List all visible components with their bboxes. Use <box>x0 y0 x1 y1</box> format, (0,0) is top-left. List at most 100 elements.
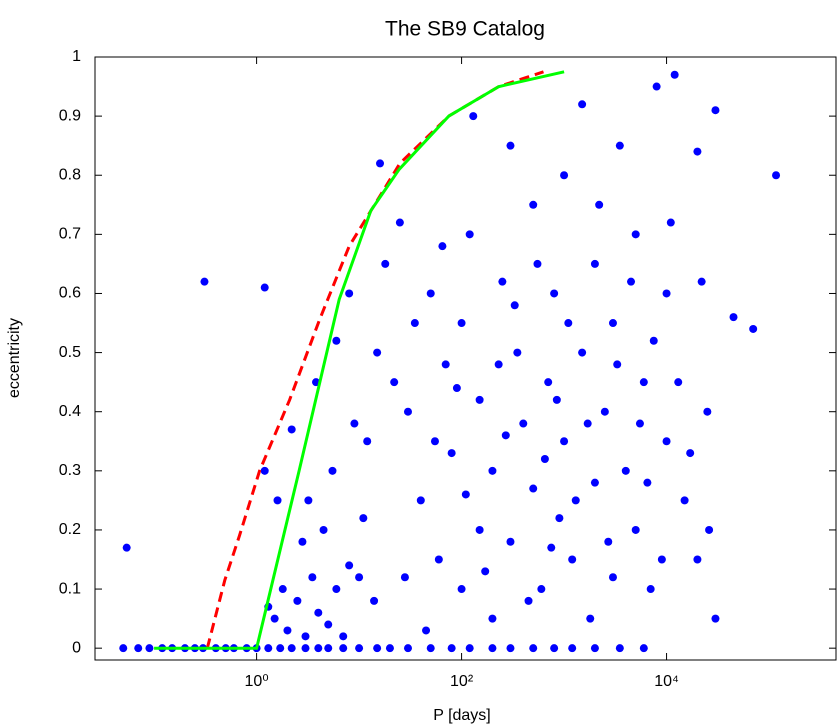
point <box>540 455 549 463</box>
point <box>657 555 666 564</box>
point <box>643 478 652 487</box>
y-tick-label: 0 <box>72 639 81 656</box>
point <box>434 555 443 564</box>
point <box>693 555 702 564</box>
y-tick-label: 1 <box>72 48 81 65</box>
curve <box>154 70 565 650</box>
point <box>662 437 671 446</box>
point <box>355 644 364 653</box>
point <box>385 644 394 653</box>
point <box>119 644 128 653</box>
point <box>359 514 368 523</box>
point <box>319 525 328 534</box>
point <box>652 82 661 91</box>
point <box>426 644 435 653</box>
point <box>578 348 587 357</box>
point <box>568 555 577 564</box>
point <box>324 620 333 629</box>
point <box>122 543 131 552</box>
point <box>703 407 712 416</box>
point <box>475 395 484 404</box>
point <box>426 289 435 298</box>
point <box>301 632 310 641</box>
y-tick-label: 0.1 <box>59 580 81 597</box>
point <box>646 585 655 594</box>
point <box>544 378 553 387</box>
point <box>283 626 292 635</box>
point <box>370 596 379 605</box>
x-axis-label: P [days] <box>433 707 491 724</box>
point <box>422 626 431 635</box>
point <box>533 259 542 268</box>
point <box>488 614 497 623</box>
point <box>613 360 622 369</box>
point <box>264 644 273 653</box>
point <box>373 644 382 653</box>
point <box>339 632 348 641</box>
point <box>670 70 679 79</box>
point <box>749 324 758 333</box>
point <box>666 218 675 227</box>
point <box>631 525 640 534</box>
point <box>627 277 636 286</box>
point <box>510 301 519 310</box>
point <box>273 496 282 505</box>
point <box>373 348 382 357</box>
point <box>390 378 399 387</box>
point <box>324 644 333 653</box>
point <box>314 644 323 653</box>
point <box>555 514 564 523</box>
point <box>430 437 439 446</box>
point <box>395 218 404 227</box>
point <box>615 644 624 653</box>
point <box>298 537 307 546</box>
point <box>403 407 412 416</box>
point <box>519 419 528 428</box>
point <box>410 319 419 328</box>
chart-title: The SB9 Catalog <box>385 18 545 41</box>
point <box>608 573 617 582</box>
point <box>564 319 573 328</box>
point <box>260 283 269 292</box>
point <box>293 596 302 605</box>
point <box>583 419 592 428</box>
point <box>314 608 323 617</box>
point <box>649 336 658 345</box>
point <box>475 525 484 534</box>
point <box>339 644 348 653</box>
point <box>680 496 689 505</box>
point <box>403 644 412 653</box>
point <box>350 419 359 428</box>
point <box>590 644 599 653</box>
point <box>438 242 447 251</box>
point <box>621 466 630 475</box>
point <box>498 277 507 286</box>
point <box>571 496 580 505</box>
point <box>465 230 474 239</box>
point <box>501 431 510 440</box>
point <box>729 313 738 322</box>
point <box>524 596 533 605</box>
y-tick-label: 0.2 <box>59 521 81 538</box>
point <box>711 614 720 623</box>
point <box>276 644 285 653</box>
point <box>441 360 450 369</box>
y-tick-label: 0.7 <box>59 226 81 243</box>
y-tick-label: 0.9 <box>59 107 81 124</box>
point <box>447 644 456 653</box>
point <box>705 525 714 534</box>
point <box>639 378 648 387</box>
x-tick-label: 10⁴ <box>654 673 679 690</box>
point <box>134 644 143 653</box>
point <box>560 171 569 180</box>
point <box>355 573 364 582</box>
point <box>400 573 409 582</box>
point <box>304 496 313 505</box>
y-tick-label: 0.4 <box>59 403 81 420</box>
point <box>529 644 538 653</box>
point <box>772 171 781 180</box>
point <box>447 449 456 458</box>
point <box>537 585 546 594</box>
